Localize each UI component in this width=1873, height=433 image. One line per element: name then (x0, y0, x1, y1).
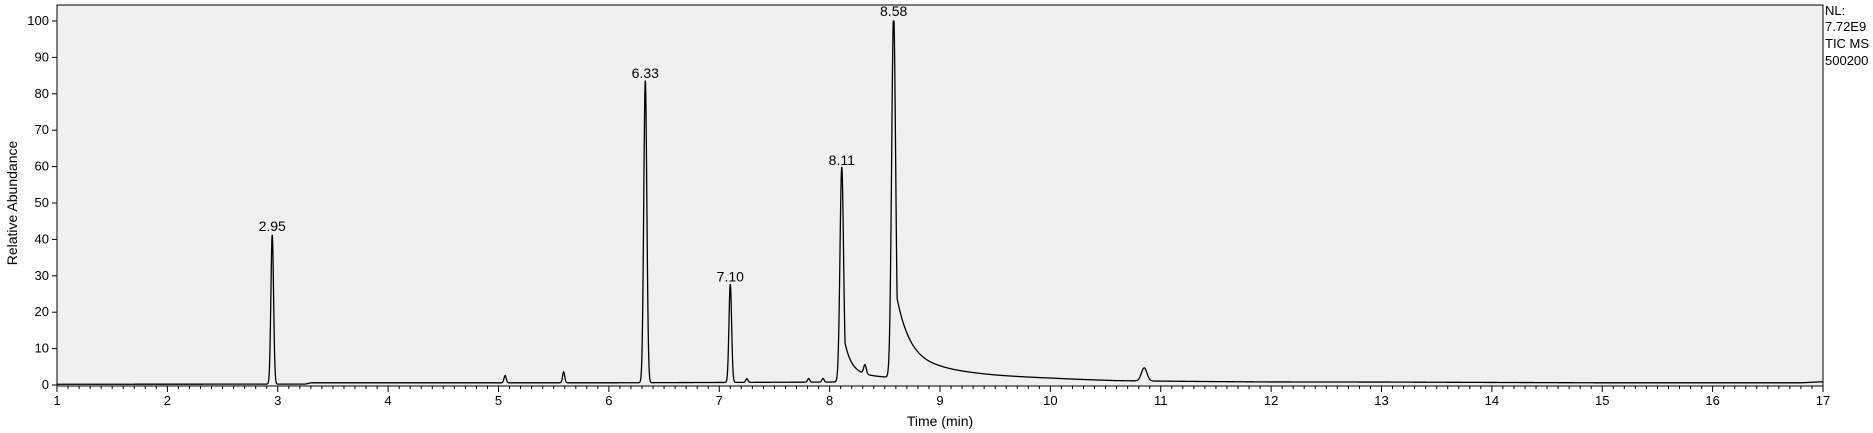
y-tick-label: 50 (35, 195, 49, 210)
y-axis-title: Relative Abundance (4, 141, 20, 266)
y-tick-label: 30 (35, 268, 49, 283)
peak-label: 8.58 (880, 3, 907, 19)
peak-label: 7.10 (717, 269, 744, 285)
y-tick-label: 60 (35, 159, 49, 174)
y-tick-label: 80 (35, 86, 49, 101)
peak-label: 8.11 (829, 152, 855, 168)
x-tick-label: 14 (1485, 393, 1499, 408)
x-tick-label: 7 (716, 393, 723, 408)
x-tick-label: 11 (1154, 393, 1168, 408)
x-tick-label: 8 (826, 393, 833, 408)
x-tick-label: 10 (1043, 393, 1057, 408)
x-tick-label: 5 (495, 393, 502, 408)
x-tick-label: 17 (1816, 393, 1830, 408)
x-tick-label: 13 (1374, 393, 1388, 408)
y-axis: 0 10 20 30 40 50 60 70 80 90 100 (27, 13, 57, 392)
peak-label: 2.95 (259, 218, 286, 234)
x-tick-label: 9 (936, 393, 943, 408)
nl-value: 7.72E9 (1825, 19, 1867, 34)
nl-label: NL: (1825, 3, 1846, 18)
x-tick-label: 16 (1705, 393, 1719, 408)
peak-label: 6.33 (632, 65, 659, 81)
x-tick-label: 3 (274, 393, 281, 408)
x-axis: 1 2 3 4 5 6 7 8 9 10 11 12 13 14 15 16 17 (53, 386, 1830, 408)
y-tick-label: 70 (35, 122, 49, 137)
x-tick-label: 15 (1595, 393, 1609, 408)
x-axis-title: Time (min) (907, 413, 973, 429)
peak-labels: 2.95 6.33 7.10 8.11 8.58 (259, 3, 908, 285)
y-tick-label: 20 (35, 304, 49, 319)
y-tick-label: 10 (35, 341, 49, 356)
x-tick-label: 12 (1264, 393, 1278, 408)
scan-filter: TIC MS (1825, 36, 1870, 51)
x-tick-label: 4 (385, 393, 392, 408)
x-tick-label: 2 (164, 393, 171, 408)
y-tick-label: 90 (35, 49, 49, 64)
y-tick-label: 40 (35, 231, 49, 246)
tic-trace (57, 20, 1824, 385)
y-tick-label: 100 (27, 13, 49, 28)
y-tick-label: 0 (42, 377, 49, 392)
x-tick-label: 1 (53, 393, 60, 408)
plot-background (56, 4, 1824, 387)
file-id: 500200 (1825, 53, 1869, 68)
x-tick-label: 6 (605, 393, 612, 408)
